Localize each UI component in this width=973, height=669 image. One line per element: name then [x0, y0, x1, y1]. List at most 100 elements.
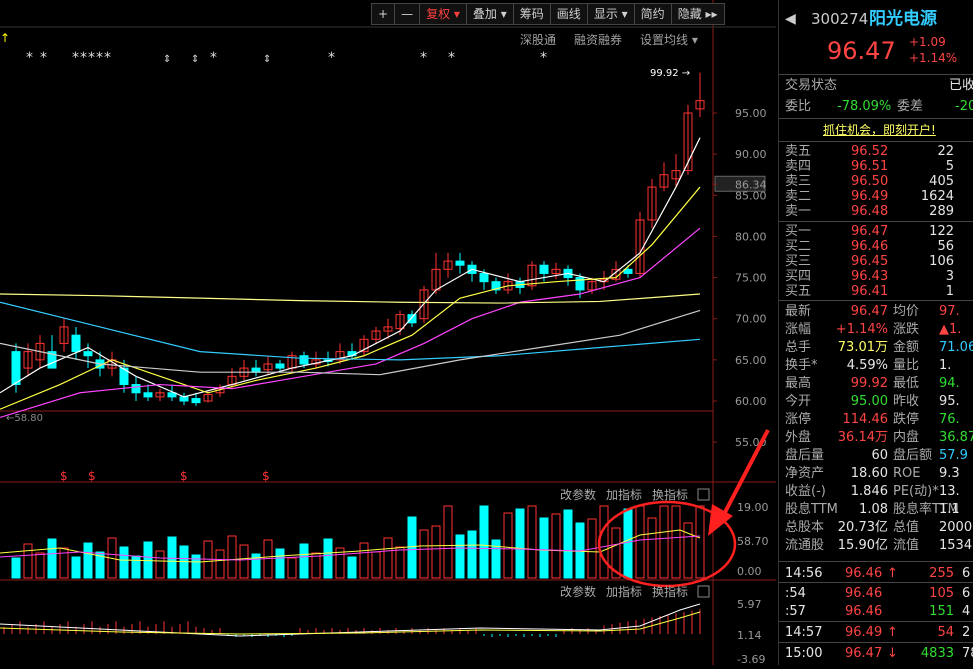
event-marker-icon: ⇕	[191, 54, 199, 65]
volume-bar	[11, 557, 21, 579]
candle-body	[143, 392, 153, 398]
ma120-line	[0, 301, 701, 361]
stat-label: 流通股	[785, 538, 825, 553]
candle-body	[683, 112, 693, 172]
ask-volume: 22	[937, 144, 954, 159]
stat-label: 最新	[785, 304, 812, 319]
huaxian-button[interactable]: 画线	[549, 3, 588, 25]
candle-body	[395, 314, 405, 330]
bid-row: 买一 96.47 122	[779, 223, 973, 241]
tick-arrow: ↑	[887, 566, 898, 581]
volume-bar	[563, 509, 573, 579]
volume-bar	[431, 525, 441, 579]
event-marker-icon: ⇕	[163, 54, 171, 65]
bid-price: 96.47	[851, 224, 889, 239]
yincang-button[interactable]: 隐藏 ▸▸	[670, 3, 725, 25]
ma10-line	[0, 186, 701, 410]
xianshi-label: 显示	[593, 7, 618, 21]
stat-value: 20.73亿	[837, 520, 888, 535]
candle-body	[587, 281, 597, 291]
tick-row: 15:00 96.47 ↓ 4833 78	[779, 645, 973, 663]
ask-label: 卖三	[785, 174, 812, 189]
stat-row: 流通股 15.90亿 流值 1534	[779, 537, 973, 555]
tick-arrow: ↑	[887, 625, 898, 640]
trade-status-row: 交易状态 已收	[779, 77, 973, 95]
dividend-marker-icon: $	[262, 469, 270, 483]
stat-value-2: 95.	[939, 394, 960, 409]
stat-value-2: 36.87	[939, 430, 973, 445]
vol-axis-label: 0.00	[737, 565, 762, 578]
tick-extra: 2	[962, 625, 971, 640]
ask-volume: 5	[945, 159, 954, 174]
weibi-label: 委比	[785, 99, 812, 114]
xianshi-dropdown[interactable]: 显示 ▾	[586, 3, 635, 25]
volume-bar	[215, 549, 225, 579]
annotation-arrowhead	[708, 504, 733, 536]
volume-bar	[479, 505, 489, 579]
stat-value: 95.00	[850, 394, 888, 409]
volume-bar	[599, 505, 609, 579]
bid-volume: 122	[929, 224, 954, 239]
zoom-out-button[interactable]: —	[394, 3, 421, 25]
promo-link[interactable]: 抓住机会，即刻开户!	[823, 123, 936, 137]
stat-value-2: 1.	[939, 358, 952, 373]
fuquan-dropdown[interactable]: 复权 ▾	[419, 3, 467, 25]
candle-body	[671, 170, 681, 180]
sgt-link[interactable]: 深股通	[520, 33, 557, 47]
stat-value-2: 97.	[939, 304, 960, 319]
volume-bar	[191, 554, 201, 579]
ma-settings-label: 设置均线	[640, 33, 689, 47]
stat-value-2: 2000	[939, 520, 973, 535]
stat-label-2: 总值	[893, 520, 920, 535]
divider	[779, 642, 973, 643]
promo-row[interactable]: 抓住机会，即刻开户!	[779, 121, 973, 139]
price-axis-label: 95.00	[735, 107, 767, 120]
diejia-dropdown[interactable]: 叠加 ▾	[465, 3, 514, 25]
chouma-button[interactable]: 筹码	[512, 3, 551, 25]
volume-bar	[551, 513, 561, 579]
stat-value: 15.90亿	[837, 538, 888, 553]
candle-body	[11, 351, 21, 386]
stat-label-2: 盘后额	[893, 448, 933, 463]
jianyue-button[interactable]: 简约	[633, 3, 672, 25]
bid-label: 买五	[785, 284, 812, 299]
ask-price: 96.52	[851, 144, 889, 159]
bid-row: 买四 96.43 3	[779, 268, 973, 286]
kline-chart-area[interactable]: 95.00 90.00 86.34 85.00 80.00 75.00 70.00 65.00…	[0, 0, 776, 666]
stat-value: 4.59%	[846, 358, 888, 373]
candle-body	[695, 100, 705, 110]
volume-bar	[455, 534, 465, 579]
stat-row: 总手 73.01万 金额 71.06	[779, 339, 973, 357]
stat-value: +1.14%	[835, 322, 888, 337]
stat-row: 盘后量 60 盘后额 57.9	[779, 447, 973, 465]
back-arrow-icon[interactable]: ◀	[785, 11, 796, 27]
candle-body	[539, 264, 549, 274]
trade-status-value: 已收	[949, 78, 973, 93]
price-axis-label: 75.00	[735, 272, 767, 285]
dividend-marker-icon: $	[60, 469, 68, 483]
tick-volume: 105	[929, 586, 954, 601]
rzrq-link[interactable]: 融资融券	[574, 33, 623, 47]
macd-switch-indicator-button: 换指标	[652, 584, 688, 599]
vol-add-indicator-button: 加指标	[606, 487, 642, 502]
vol-ma-line	[0, 535, 701, 561]
tick-extra: 4	[962, 604, 971, 619]
stat-label: 今开	[785, 394, 812, 409]
volume-bar	[71, 556, 81, 579]
stat-label-2: PE(动)*	[893, 484, 939, 499]
ask-price: 96.50	[851, 174, 889, 189]
volume-bar	[635, 505, 645, 579]
stat-label: 外盘	[785, 430, 812, 445]
ask-row: 卖二 96.49 1624	[779, 188, 973, 206]
ma20-line	[0, 227, 701, 419]
ma-settings-link[interactable]: 设置均线 ▾	[640, 33, 698, 47]
candle-body	[71, 334, 81, 353]
ask-price: 96.48	[851, 204, 889, 219]
volume-bar	[491, 539, 501, 579]
ma250-line	[0, 293, 701, 304]
zoom-in-button[interactable]: +	[371, 3, 396, 25]
candle-body	[659, 174, 669, 188]
volume-bar	[311, 552, 321, 579]
stat-value: 1.846	[850, 484, 888, 499]
